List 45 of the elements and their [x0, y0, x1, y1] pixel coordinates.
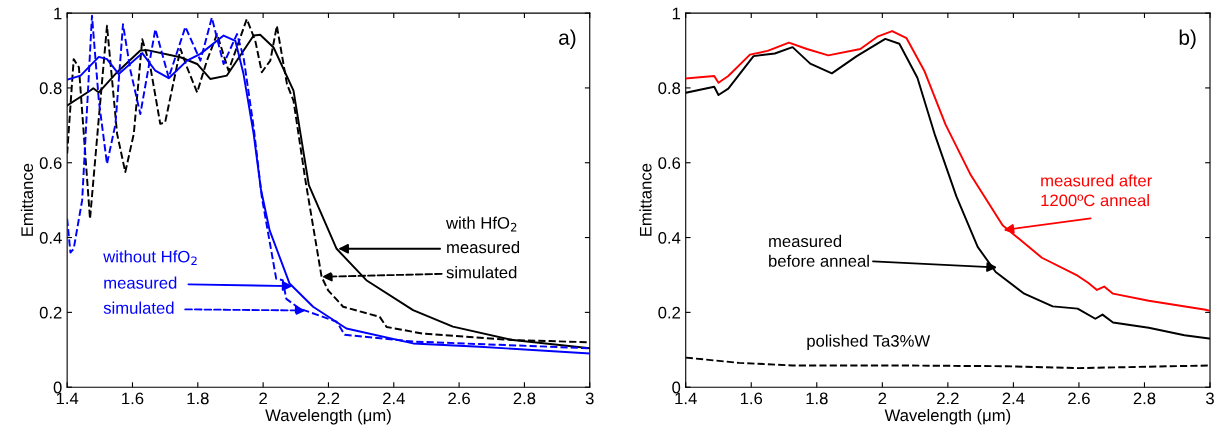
- x-tick-label: 1.4: [675, 392, 697, 405]
- x-tick-label: 3: [1206, 392, 1214, 405]
- y-tick-label: 0: [53, 381, 62, 394]
- annotation: without HfO$_{2}$: [103, 250, 197, 266]
- annotation: b): [1179, 29, 1196, 49]
- y-axis-title: Emittance: [20, 163, 34, 236]
- x-axis-title: Wavelength (μm): [884, 408, 1011, 425]
- x-tick-label: 2.2: [937, 392, 959, 405]
- x-tick-label: 1.4: [56, 392, 79, 405]
- y-tick-label: 0.6: [39, 157, 62, 169]
- x-axis-title: Wavelength (μm): [265, 408, 391, 425]
- y-tick-label: 0.4: [658, 231, 681, 244]
- y-tick-label: 0.6: [658, 157, 681, 169]
- x-tick-label: 2.8: [513, 392, 536, 405]
- x-tick-label: 2.8: [1133, 392, 1156, 405]
- annotation: measured: [104, 276, 177, 289]
- x-tick-label: 2.2: [317, 392, 340, 405]
- y-tick-label: 0.8: [658, 82, 681, 95]
- y-tick-label: 1: [54, 7, 62, 20]
- x-tick-label: 2.4: [1002, 392, 1025, 405]
- y-tick-label: 0.8: [39, 82, 62, 95]
- x-tick-label: 1.6: [740, 392, 763, 405]
- x-tick-label: 1.8: [187, 392, 209, 405]
- x-tick-label: 1.8: [806, 392, 828, 405]
- annotation: measured after 1200ºC anneal: [1041, 174, 1152, 207]
- x-tick-label: 2: [259, 392, 267, 405]
- y-tick-label: 1: [672, 7, 681, 20]
- annotation: simulated: [446, 266, 517, 279]
- x-tick-label: 3: [585, 392, 594, 405]
- y-tick-label: 0.4: [39, 231, 62, 244]
- y-tick-label: 0.2: [39, 306, 62, 319]
- annotation: with HfO$_{2}$: [446, 216, 517, 232]
- x-tick-label: 2.4: [383, 392, 405, 405]
- y-axis-title: Emittance: [639, 163, 652, 236]
- x-tick-label: 1.6: [122, 392, 144, 405]
- y-tick-label: 0.2: [658, 306, 681, 319]
- annotation: measured before anneal: [769, 234, 869, 267]
- annotation: measured: [447, 241, 520, 254]
- x-tick-label: 2.6: [448, 392, 470, 405]
- annotation: a): [559, 29, 576, 49]
- x-tick-label: 2: [878, 392, 887, 405]
- annotation: polished Ta3%W: [807, 334, 931, 351]
- y-tick-label: 0: [672, 381, 681, 394]
- x-tick-label: 2.6: [1068, 392, 1090, 405]
- annotation: simulated: [103, 301, 174, 314]
